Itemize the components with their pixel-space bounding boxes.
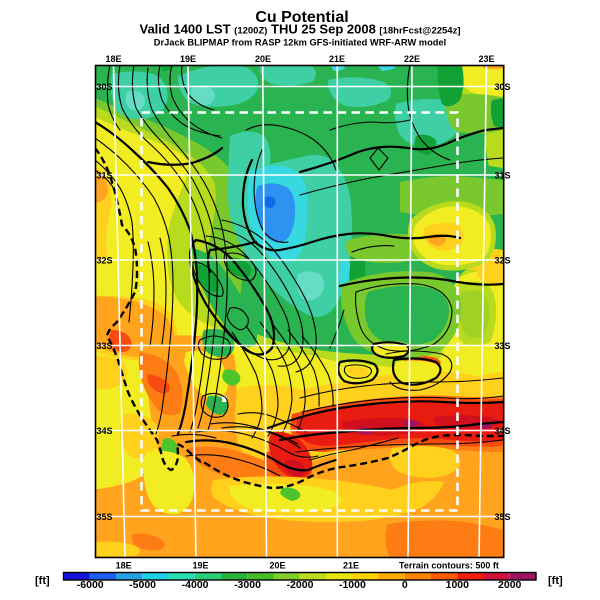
svg-text:32S: 32S — [495, 256, 511, 266]
svg-text:18E: 18E — [116, 561, 132, 571]
svg-text:[ft]: [ft] — [548, 575, 563, 587]
svg-text:21E: 21E — [329, 54, 345, 64]
svg-text:35S: 35S — [97, 512, 113, 522]
svg-text:2000: 2000 — [498, 579, 522, 591]
svg-text:Valid 1400 LST (1200Z) THU 25: Valid 1400 LST (1200Z) THU 25 Sep 2008 [… — [140, 22, 461, 37]
svg-text:20E: 20E — [255, 54, 271, 64]
svg-text:20E: 20E — [269, 561, 285, 571]
svg-text:30S: 30S — [495, 82, 511, 92]
svg-text:32S: 32S — [97, 256, 113, 266]
svg-text:1000: 1000 — [446, 579, 470, 591]
svg-text:-1000: -1000 — [339, 579, 366, 591]
svg-text:31S: 31S — [495, 171, 511, 181]
svg-text:33S: 33S — [97, 341, 113, 351]
svg-text:22E: 22E — [404, 54, 420, 64]
svg-text:33S: 33S — [495, 341, 511, 351]
svg-text:34S: 34S — [97, 426, 113, 436]
svg-text:Cu Potential: Cu Potential — [255, 9, 348, 26]
svg-text:-2000: -2000 — [287, 579, 314, 591]
svg-text:34S: 34S — [495, 426, 511, 436]
svg-text:[ft]: [ft] — [35, 575, 50, 587]
svg-text:19E: 19E — [192, 561, 208, 571]
svg-text:35S: 35S — [495, 512, 511, 522]
svg-text:30S: 30S — [97, 82, 113, 92]
svg-text:23E: 23E — [478, 54, 494, 64]
svg-text:-3000: -3000 — [234, 579, 261, 591]
svg-text:21E: 21E — [343, 561, 359, 571]
svg-text:-4000: -4000 — [182, 579, 209, 591]
svg-text:DrJack BLIPMAP from RASP 12km: DrJack BLIPMAP from RASP 12km GFS-initia… — [154, 38, 446, 48]
svg-text:0: 0 — [402, 579, 408, 591]
svg-text:Terrain contours: 500 ft: Terrain contours: 500 ft — [399, 561, 499, 571]
svg-text:-5000: -5000 — [129, 579, 156, 591]
svg-text:19E: 19E — [180, 54, 196, 64]
svg-text:18E: 18E — [105, 54, 121, 64]
svg-text:31S: 31S — [97, 171, 113, 181]
svg-text:-6000: -6000 — [77, 579, 104, 591]
